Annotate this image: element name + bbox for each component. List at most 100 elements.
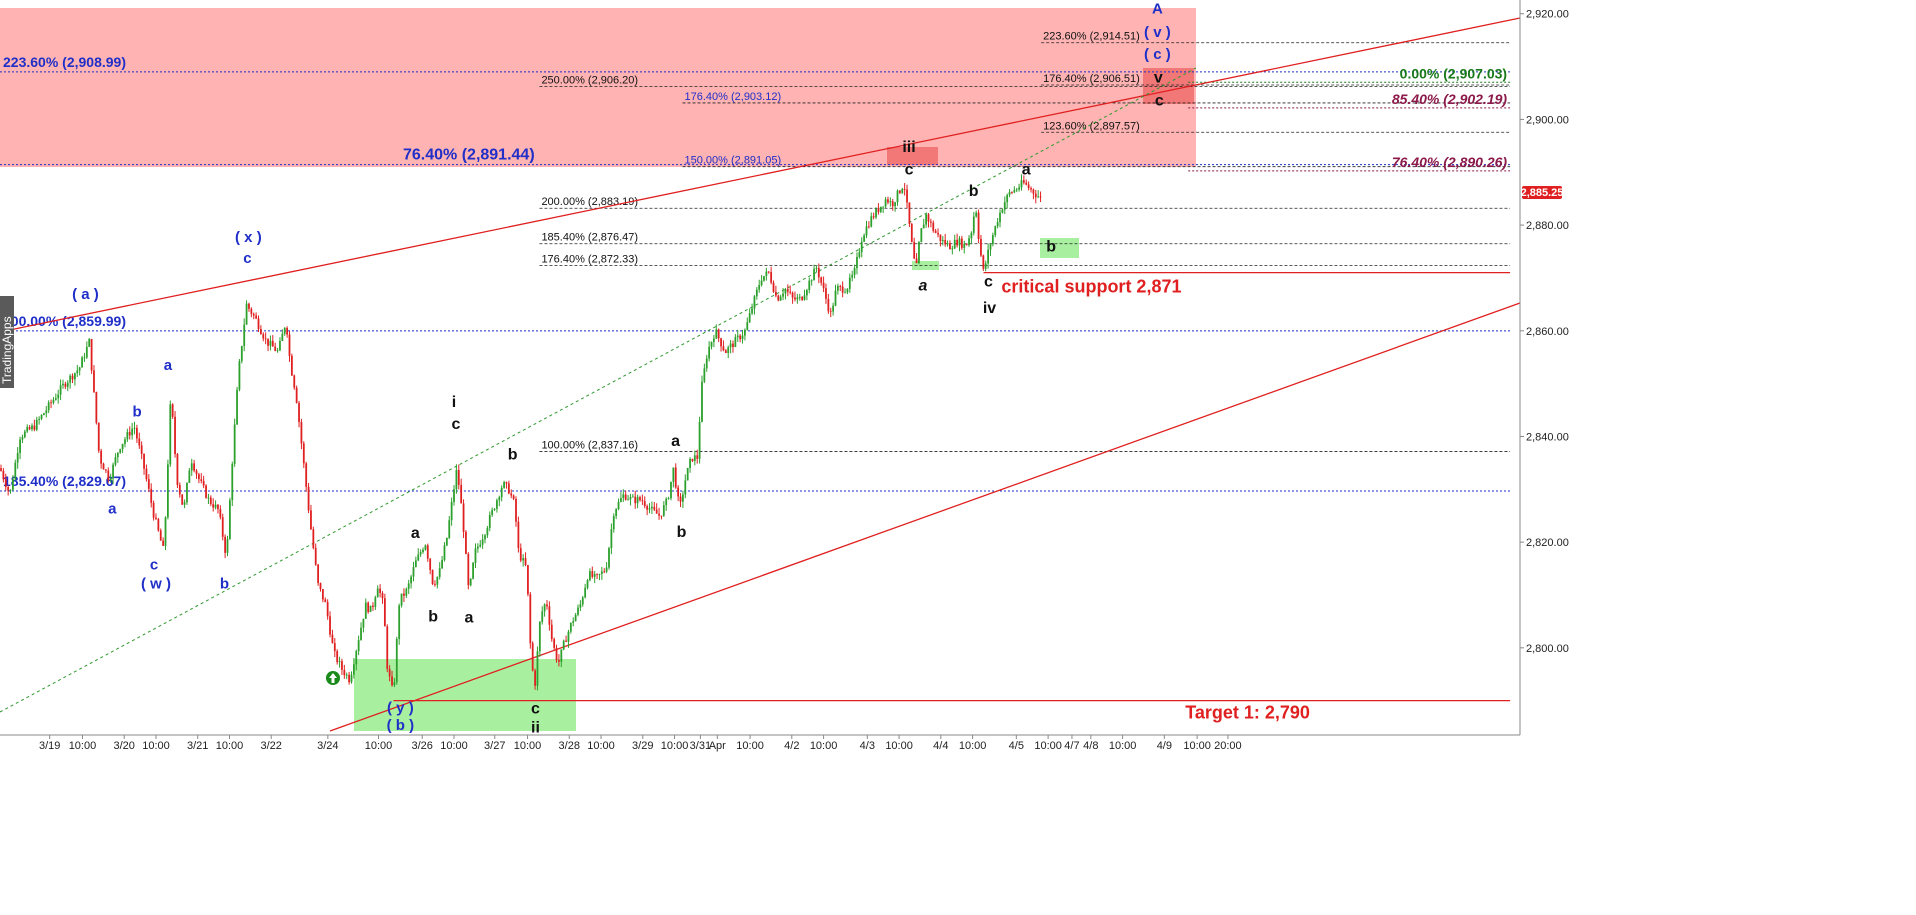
candle-body (586, 580, 589, 588)
candle-body (434, 583, 436, 585)
candle-body (507, 483, 510, 494)
candle-body (846, 288, 849, 293)
wave-label: b (133, 403, 142, 420)
candle-body (472, 562, 474, 579)
right-fib-label: 85.40% (2,902.19) (1392, 91, 1508, 107)
fib-level-label: 123.60% (2,897.57) (1043, 120, 1140, 132)
candle-body (960, 238, 963, 248)
candle-body (686, 468, 689, 481)
candle-body (925, 214, 928, 225)
candle-body (622, 494, 625, 499)
candle-body (386, 626, 389, 669)
candle-body (870, 216, 873, 227)
target-label: Target 1: 2,790 (1185, 703, 1310, 723)
wave-label: a (918, 278, 927, 295)
candle-body (527, 565, 529, 595)
candle-body (646, 506, 649, 510)
candle-body (350, 674, 353, 683)
channel-upper-line (0, 17, 1521, 333)
candle-body (796, 297, 799, 300)
candle-body (755, 289, 758, 297)
blue-fib-label: 76.40% (2,891.44) (403, 147, 535, 164)
candle-body (946, 243, 949, 245)
candle-body (333, 643, 336, 652)
candle-body (581, 597, 584, 605)
candle-body (76, 370, 79, 374)
candle-body (302, 443, 305, 464)
candle-body (288, 334, 291, 356)
candle-body (1027, 184, 1030, 189)
candle-body (124, 439, 126, 444)
candle-body (262, 334, 265, 339)
candle-body (496, 500, 498, 509)
candle-body (503, 482, 505, 488)
right-fib-label: 0.00% (2,907.03) (1400, 65, 1507, 81)
candle-body (40, 415, 43, 419)
candle-body (651, 506, 653, 509)
candle-body (469, 578, 472, 586)
x-tick-label: 10:00 (661, 740, 689, 752)
x-tick-label: 3/19 (39, 740, 60, 752)
candle-body (713, 338, 715, 342)
candle-body (584, 587, 587, 598)
candle-body (810, 280, 813, 282)
candle-body (26, 427, 29, 432)
blue-fib-label: 200.00% (2,859.99) (3, 313, 126, 329)
candle-body (827, 298, 830, 312)
candle-body (772, 282, 775, 292)
candle-body (202, 480, 205, 486)
candle-body (1037, 196, 1040, 198)
zones-layer (0, 8, 1196, 731)
candle-body (155, 517, 157, 519)
candle-body (765, 271, 768, 277)
wave-label: ( x ) (235, 229, 262, 246)
x-tick-label: 4/8 (1083, 740, 1098, 752)
x-tick-label: 10:00 (810, 740, 838, 752)
candle-body (1020, 180, 1023, 188)
x-tick-label: 3/20 (113, 740, 134, 752)
wave-label: ( a ) (72, 286, 99, 303)
candle-body (891, 201, 894, 207)
candle-body (1001, 209, 1004, 213)
candle-body (131, 428, 134, 436)
fib-level-label: 185.40% (2,876.47) (541, 232, 638, 244)
wave-label: iii (902, 139, 915, 156)
candle-body (717, 329, 720, 339)
candle-body (355, 651, 358, 665)
candle-body (493, 508, 496, 510)
candle-body (524, 558, 527, 566)
candle-body (949, 243, 951, 250)
candle-body (655, 509, 658, 514)
candle-body (834, 290, 837, 306)
candle-body (35, 419, 38, 430)
candle-body (724, 350, 727, 354)
candle-body (312, 529, 315, 548)
candle-body (910, 223, 913, 242)
candle-body (882, 206, 885, 208)
candle-body (47, 402, 50, 411)
candle-body (305, 463, 308, 487)
candle-body (548, 606, 551, 625)
x-tick-label: 10:00 (1183, 740, 1211, 752)
candle-body (660, 515, 663, 517)
candle-body (200, 479, 203, 481)
candle-body (362, 618, 365, 628)
candle-body (546, 604, 548, 607)
wave-label: c (984, 273, 993, 290)
candle-body (1011, 192, 1013, 193)
candle-body (236, 389, 238, 425)
candle-body (376, 588, 379, 598)
candle-body (193, 463, 196, 471)
candle-body (879, 206, 882, 212)
critical-support-label: critical support 2,871 (1001, 277, 1181, 297)
candle-body (703, 368, 706, 382)
candle-body (298, 402, 300, 423)
candle-body (937, 232, 939, 235)
candle-body (219, 509, 222, 518)
candle-body (624, 494, 627, 500)
candle-body (9, 489, 12, 491)
candle-body (250, 308, 253, 314)
current-price-tag: 2,885.25 (1521, 186, 1563, 199)
candle-body (100, 450, 103, 464)
candle-body (705, 358, 708, 369)
